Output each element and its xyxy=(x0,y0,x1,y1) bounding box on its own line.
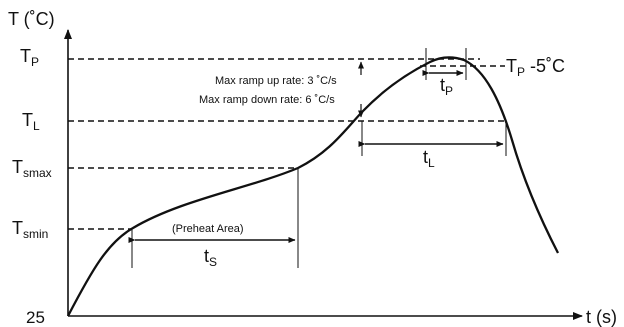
tp-minus5-label: TP -5˚C xyxy=(506,56,565,79)
x-axis-title: t (s) xyxy=(586,307,617,327)
level-label-tl: TL xyxy=(22,110,40,133)
level-label-tp: TP xyxy=(20,46,39,69)
y-axis-title: T (˚C) xyxy=(8,9,55,29)
preheat-area-label: (Preheat Area) xyxy=(172,223,244,235)
tp-interval-label: tP xyxy=(440,75,453,98)
ts-interval-label: tS xyxy=(204,246,217,269)
ramp-up-text: Max ramp up rate: 3 ˚C/s xyxy=(215,75,337,87)
origin-label: 25 xyxy=(26,308,45,327)
ramp-down-text: Max ramp down rate: 6 ˚C/s xyxy=(199,94,335,106)
level-label-tsmax: Tsmax xyxy=(12,157,52,180)
level-label-tsmin: Tsmin xyxy=(12,218,48,241)
temperature-profile-curve xyxy=(66,56,560,317)
tl-interval-label: tL xyxy=(423,147,435,170)
